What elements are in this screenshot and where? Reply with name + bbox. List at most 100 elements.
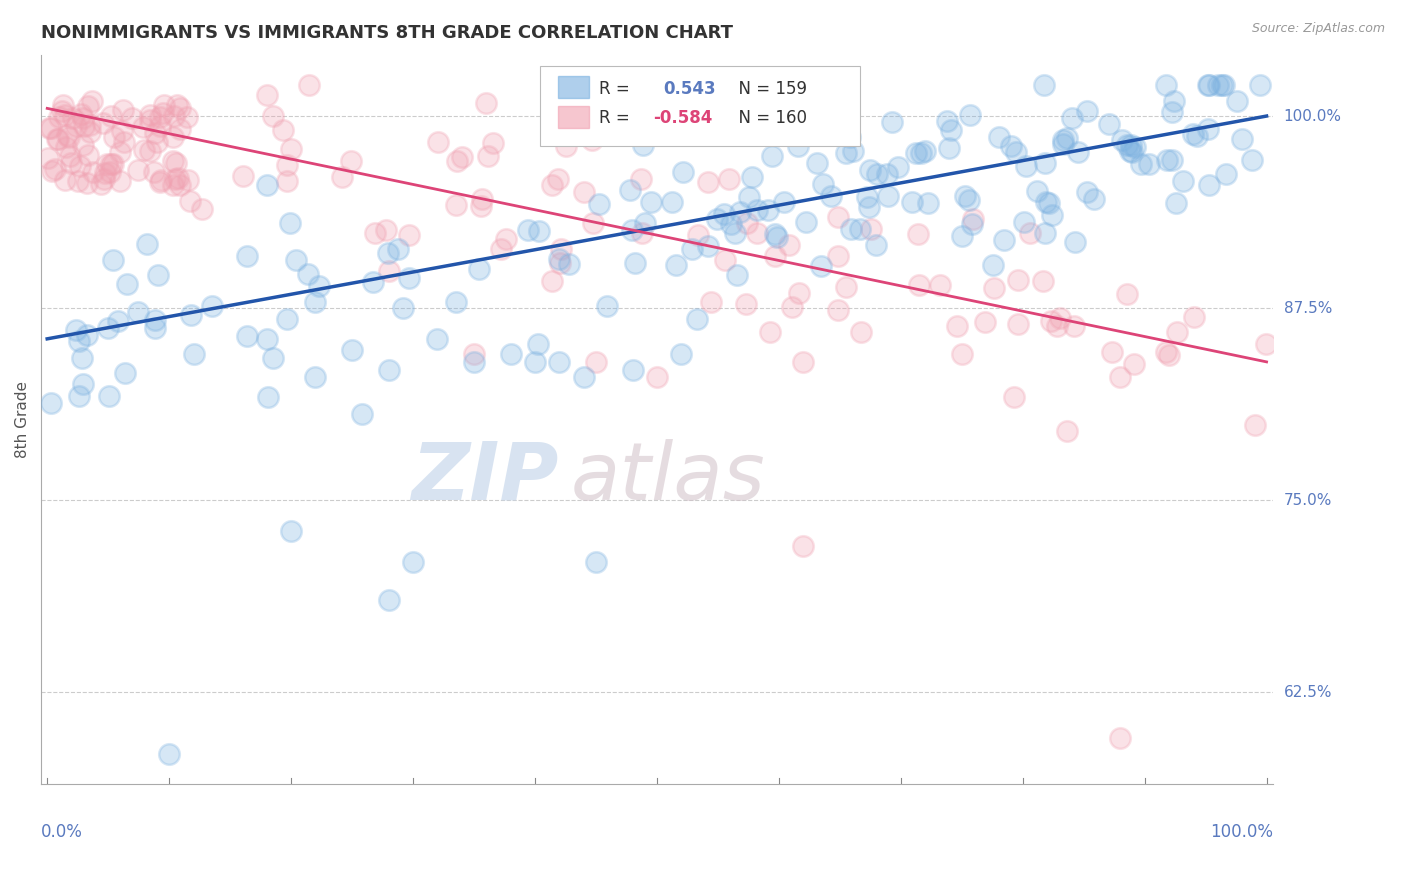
Point <box>236 249 259 263</box>
Point <box>621 362 644 376</box>
Point <box>166 171 188 186</box>
Point <box>1240 153 1263 167</box>
Point <box>471 193 494 207</box>
Point <box>308 279 330 293</box>
Text: 62.5%: 62.5% <box>1284 685 1333 699</box>
Text: N = 159: N = 159 <box>728 80 807 98</box>
Point <box>1154 78 1177 93</box>
Point <box>340 153 363 168</box>
Point <box>554 139 576 153</box>
Point <box>97 321 120 335</box>
Point <box>93 172 115 186</box>
Point <box>280 142 302 156</box>
Point <box>180 308 202 322</box>
Point <box>53 108 76 122</box>
Point <box>169 121 191 136</box>
Point <box>671 347 693 361</box>
Point <box>1115 138 1137 153</box>
Point <box>910 146 932 161</box>
Point <box>1025 184 1047 198</box>
Point <box>588 197 610 211</box>
Point <box>278 216 301 230</box>
Point <box>1063 235 1085 250</box>
Point <box>880 114 903 128</box>
Point <box>499 347 522 361</box>
Point <box>179 194 201 208</box>
Point <box>959 108 981 122</box>
Point <box>304 370 326 384</box>
Point <box>887 160 910 174</box>
Point <box>1049 310 1071 325</box>
Point <box>1119 144 1142 158</box>
Point <box>541 178 564 192</box>
Point <box>262 109 284 123</box>
Point <box>780 300 803 314</box>
Point <box>1015 159 1038 173</box>
Point <box>79 125 101 139</box>
Point <box>114 366 136 380</box>
Point <box>1130 157 1153 171</box>
Point <box>950 229 973 244</box>
Point <box>53 173 76 187</box>
Point <box>73 120 96 134</box>
Point <box>983 281 1005 295</box>
Point <box>101 253 124 268</box>
Point <box>1076 185 1098 199</box>
Point <box>561 117 583 131</box>
Point <box>65 120 87 134</box>
Point <box>681 242 703 256</box>
Point <box>661 195 683 210</box>
Point <box>232 169 254 184</box>
Point <box>1197 122 1219 136</box>
Point <box>103 130 125 145</box>
Point <box>550 243 572 257</box>
Point <box>827 211 849 225</box>
Point <box>48 110 70 124</box>
Point <box>444 198 467 212</box>
Point <box>152 106 174 120</box>
Point <box>1159 349 1181 363</box>
Point <box>620 223 643 237</box>
Point <box>1211 78 1233 93</box>
Point <box>1156 153 1178 168</box>
Point <box>763 227 786 241</box>
Point <box>136 237 159 252</box>
Point <box>470 198 492 212</box>
Point <box>150 173 173 187</box>
Point <box>256 332 278 346</box>
Bar <box>558 77 589 98</box>
Point <box>451 150 474 164</box>
Point <box>946 318 969 333</box>
Point <box>720 217 742 231</box>
Point <box>1032 274 1054 288</box>
Point <box>581 133 603 147</box>
Point <box>153 98 176 112</box>
Point <box>96 157 118 171</box>
Point <box>495 232 517 246</box>
Point <box>98 165 121 179</box>
Point <box>1243 417 1265 432</box>
Point <box>80 95 103 109</box>
Text: R =: R = <box>599 80 640 98</box>
Point <box>257 390 280 404</box>
Point <box>792 355 814 369</box>
Point <box>1166 325 1188 339</box>
Point <box>914 144 936 158</box>
Point <box>79 118 101 132</box>
Point <box>39 396 62 410</box>
Point <box>877 188 900 202</box>
Point <box>1171 174 1194 188</box>
Point <box>398 271 420 285</box>
Point <box>792 539 814 553</box>
Point <box>127 305 149 319</box>
Point <box>834 145 856 160</box>
Point <box>645 370 668 384</box>
Point <box>91 116 114 130</box>
Text: 0.543: 0.543 <box>664 80 716 98</box>
Point <box>582 216 605 230</box>
Point <box>741 170 763 185</box>
Point <box>1067 145 1090 159</box>
Point <box>162 129 184 144</box>
Point <box>827 302 849 317</box>
Bar <box>540 65 860 145</box>
